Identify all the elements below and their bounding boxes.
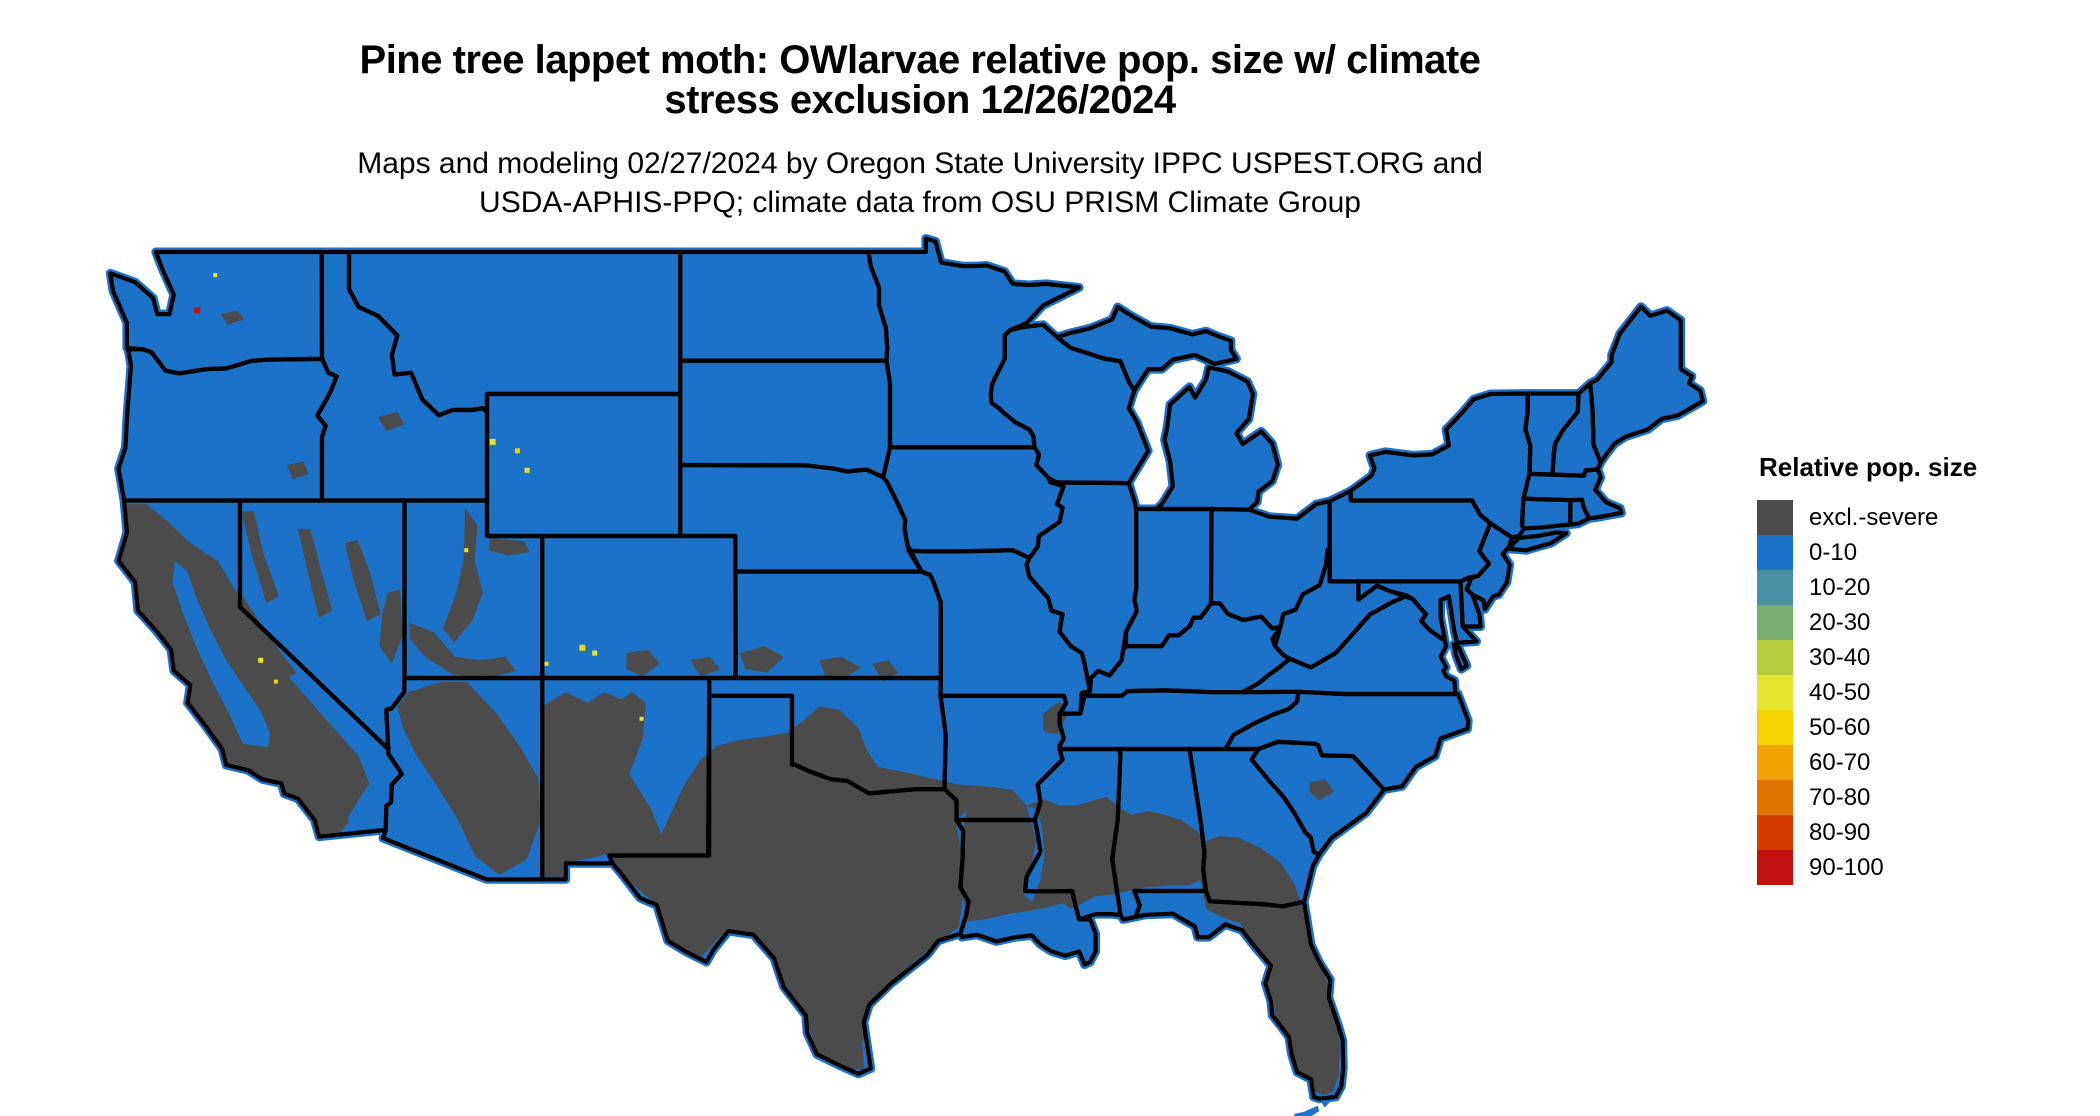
map-legend: Relative pop. size excl.-severe 0-10 10-20… <box>1757 452 2087 885</box>
legend-label: 70-80 <box>1809 784 1871 811</box>
legend-item: 80-90 <box>1757 815 2087 850</box>
excluded-region <box>286 461 309 480</box>
legend-label: 80-90 <box>1809 819 1871 846</box>
excluded-region <box>298 528 333 618</box>
map-speck <box>258 657 264 663</box>
legend-swatch-30-40 <box>1757 640 1793 675</box>
state-border-md <box>1356 579 1479 645</box>
excluded-region <box>379 589 403 664</box>
legend-item: 70-80 <box>1757 780 2087 815</box>
figure-titles: Pine tree lappet moth: OWlarvae relative… <box>0 40 1840 222</box>
state-border-miUP <box>1054 304 1239 393</box>
legend-swatch-20-30 <box>1757 605 1793 640</box>
excluded-region <box>1309 779 1335 801</box>
excluded-region <box>626 649 660 677</box>
legend-item: 20-30 <box>1757 605 2087 640</box>
state-fill-sd <box>675 356 895 482</box>
florida-keys-dash <box>1294 1105 1320 1116</box>
legend-item: 0-10 <box>1757 535 2087 570</box>
state-border-az <box>380 675 545 882</box>
legend-label: 20-30 <box>1809 609 1871 636</box>
map-title-line-1: Pine tree lappet moth: OWlarvae relative… <box>359 38 1481 82</box>
legend-swatch-40-50 <box>1757 675 1793 710</box>
legend-swatch-50-60 <box>1757 710 1793 745</box>
map-speck <box>489 438 496 445</box>
map-speck <box>639 716 644 721</box>
excluded-region <box>542 692 663 877</box>
legend-swatch-excl-severe <box>1757 500 1793 535</box>
legend-item: 10-20 <box>1757 570 2087 605</box>
legend-items: excl.-severe 0-10 10-20 20-30 30-40 40-50 50-6… <box>1757 500 2087 885</box>
excluded-region <box>488 537 530 556</box>
legend-item: 50-60 <box>1757 710 2087 745</box>
legend-label: 50-60 <box>1809 714 1871 741</box>
state-border-vaES <box>1451 642 1469 672</box>
state-border-li <box>1507 530 1569 553</box>
legend-item: 40-50 <box>1757 675 2087 710</box>
excluded-region <box>241 511 279 604</box>
map-subtitle: Maps and modeling 02/27/2024 by Oregon S… <box>0 144 1840 222</box>
legend-swatch-10-20 <box>1757 570 1793 605</box>
map-title-line-2: stress exclusion 12/26/2024 <box>664 78 1176 122</box>
excluded-region <box>220 310 245 325</box>
map-speck <box>524 467 530 473</box>
state-border-tx <box>607 693 971 1076</box>
map-speck <box>464 548 469 553</box>
state-fill-nd <box>675 247 892 366</box>
suitable-pocket <box>172 560 271 748</box>
legend-swatch-70-80 <box>1757 780 1793 815</box>
legend-label: 90-100 <box>1809 854 1884 881</box>
legend-label: 10-20 <box>1809 574 1871 601</box>
state-fill-or <box>114 344 342 505</box>
excluded-region <box>442 507 483 643</box>
map-speck <box>213 273 218 278</box>
legend-swatch-0-10 <box>1757 535 1793 570</box>
legend-label: 30-40 <box>1809 644 1871 671</box>
legend-item: 60-70 <box>1757 745 2087 780</box>
map-speck <box>514 448 520 454</box>
excluded-region <box>240 592 297 682</box>
state-fill-wy <box>482 389 685 541</box>
excluded-region <box>378 411 405 432</box>
map-speck <box>579 644 586 651</box>
suitable-pocket <box>347 763 395 831</box>
excluded-region <box>739 646 784 673</box>
map-subtitle-line-2: USDA-APHIS-PPQ; climate data from OSU PR… <box>479 186 1361 219</box>
legend-item: 90-100 <box>1757 850 2087 885</box>
state-border-miLP <box>1154 365 1280 512</box>
legend-label: excl.-severe <box>1809 504 1939 531</box>
state-border-fl <box>1132 888 1346 1101</box>
map-subtitle-line-1: Maps and modeling 02/27/2024 by Oregon S… <box>357 147 1483 180</box>
legend-title: Relative pop. size <box>1759 452 1978 482</box>
legend-label: 0-10 <box>1809 539 1858 566</box>
suitable-pockets <box>172 560 1045 902</box>
map-speck <box>194 307 201 314</box>
legend-swatch-80-90 <box>1757 815 1793 850</box>
map-speck <box>273 679 278 684</box>
legend-swatch-60-70 <box>1757 745 1793 780</box>
legend-label: 40-50 <box>1809 679 1871 706</box>
excluded-region <box>612 706 1027 1071</box>
state-border-me <box>1588 304 1705 465</box>
legend-item: excl.-severe <box>1757 500 2087 535</box>
excluded-region <box>689 656 721 677</box>
map-speck <box>544 661 549 666</box>
high-value-specks <box>194 273 644 721</box>
state-fill-me <box>1585 302 1708 467</box>
excluded-region <box>960 791 1340 1096</box>
legend-swatch-90-100 <box>1757 850 1793 885</box>
state-border-nj <box>1464 521 1514 612</box>
excluded-region <box>397 681 541 875</box>
suitable-pocket <box>1023 805 1045 902</box>
state-border-nc <box>1223 689 1471 792</box>
excluded-region <box>819 656 861 678</box>
excluded-region <box>344 539 381 622</box>
legend-item: 30-40 <box>1757 640 2087 675</box>
legend-label: 60-70 <box>1809 749 1871 776</box>
excluded-region <box>409 623 516 678</box>
map-speck <box>592 650 598 656</box>
state-borders <box>108 236 1705 1101</box>
